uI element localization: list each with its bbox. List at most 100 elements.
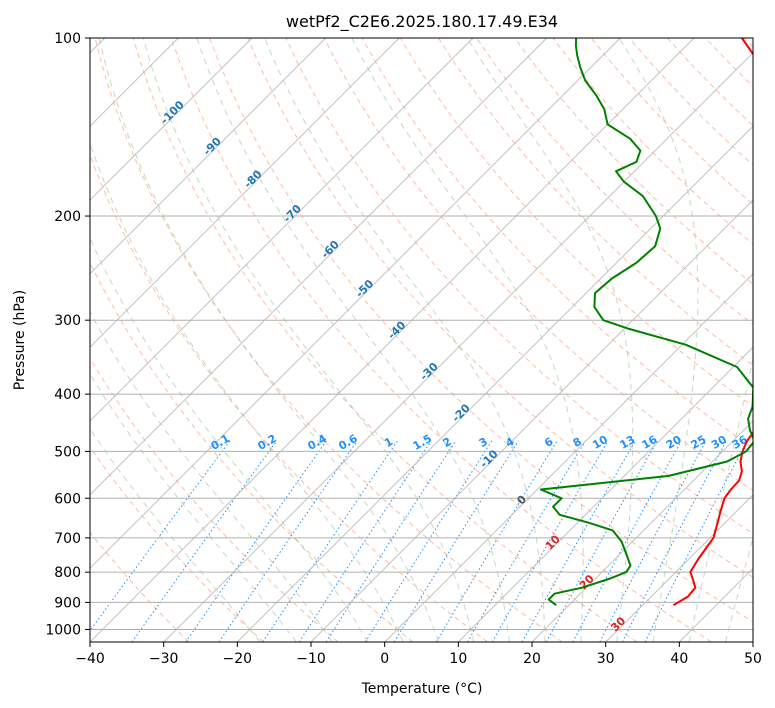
mixing-ratio-label: 10 (590, 433, 610, 452)
isotherm-line (90, 38, 695, 642)
mixing-ratio-label: 1.5 (411, 432, 434, 453)
moist-adiabat-line (98, 38, 439, 642)
moist-adiabat-line (618, 38, 699, 642)
y-tick-label: 300 (54, 313, 81, 329)
dry-adiabat-line (90, 446, 264, 642)
y-tick-label: 800 (54, 565, 81, 581)
isotherm-line (90, 38, 548, 496)
dry-adiabat-line (399, 38, 753, 408)
mixing-ratio-label: 16 (640, 433, 660, 452)
isotherm-label: -50 (353, 277, 376, 300)
moist-adiabat-line (264, 38, 546, 642)
y-tick-label: 1000 (45, 622, 81, 638)
mixing-ratio-line (393, 440, 519, 642)
mixing-ratio-label: 8 (571, 435, 584, 450)
mixing-ratio-label: 25 (689, 433, 709, 452)
isotherm-label: 20 (577, 572, 597, 592)
dry-adiabat-line (514, 38, 753, 285)
isotherm-line (163, 52, 753, 642)
x-tick-label: 20 (523, 651, 541, 667)
isotherm-label: -10 (477, 447, 500, 470)
y-tick-label: 200 (54, 209, 81, 225)
isotherm-line (752, 641, 753, 642)
mixing-ratio-line (545, 440, 658, 642)
y-tick-label: 400 (54, 387, 81, 403)
mixing-ratio-line (298, 440, 432, 642)
dewpoint-profile (539, 38, 753, 606)
moist-adiabat-line (90, 311, 333, 642)
profile-series (539, 38, 753, 607)
isotherm-line (678, 567, 753, 642)
moist-adiabat-line (90, 141, 404, 642)
plot-frame (89, 37, 754, 643)
mixing-ratio-line (90, 440, 231, 632)
mixing-ratio-label: 13 (618, 433, 638, 452)
mixing-ratio-line (491, 440, 609, 642)
x-tick-label: −20 (223, 651, 253, 667)
y-tick-label: 900 (54, 595, 81, 611)
moist-adiabat-line (142, 38, 475, 642)
dry-adiabat-line (247, 38, 753, 578)
mixing-ratio-line (325, 440, 457, 642)
isotherm-label: -70 (281, 202, 304, 225)
isotherm-line (90, 38, 474, 422)
isotherm-label: 40 (641, 655, 661, 675)
moist-adiabat-line (351, 38, 584, 642)
x-tick-label: 50 (744, 651, 762, 667)
mixing-ratio-line (262, 440, 399, 642)
isotherm-line (90, 38, 253, 201)
dry-adiabat-line (437, 38, 753, 366)
dry-adiabat-line (170, 38, 712, 642)
x-tick-label: 0 (380, 651, 389, 667)
mixing-ratio-line (218, 440, 358, 642)
mixing-ratio-label: 1 (382, 435, 395, 450)
y-axis: 100 200 300 400 500 600 700 800 900 1000 (45, 31, 90, 638)
mixing-ratio-line (364, 440, 493, 642)
isotherm-line (236, 125, 753, 642)
isotherm-label: 10 (543, 532, 563, 552)
dry-adiabat-line (705, 38, 753, 88)
dry-adiabat-line (590, 38, 753, 206)
mixing-ratio-line (521, 440, 636, 642)
dry-adiabat-line (743, 38, 753, 49)
dry-adiabat-line (90, 261, 414, 642)
mixing-ratio-label: 3 (477, 435, 490, 450)
mixing-ratio-line (644, 440, 748, 642)
grid-lines (90, 38, 753, 642)
temperature-profile (672, 38, 753, 607)
mixing-ratio-line (467, 440, 586, 642)
moist-adiabat-line (90, 427, 261, 642)
mixing-ratio-label: 30 (709, 433, 729, 452)
isotherm-line (384, 273, 753, 642)
y-axis-title: Pressure (hPa) (12, 290, 28, 390)
mixing-ratio-line (435, 440, 558, 642)
x-axis: −40 −30 −20 −10 0 10 20 30 40 50 (75, 642, 762, 667)
mixing-ratio-label: 0.4 (306, 432, 330, 453)
isotherm-label: 30 (608, 614, 628, 634)
moist-adiabat-line (90, 237, 369, 642)
dry-adiabat-line (552, 38, 753, 245)
x-tick-label: −40 (75, 651, 105, 667)
isotherm-line (90, 38, 327, 275)
isotherm-label: -20 (450, 401, 473, 424)
y-tick-label: 700 (54, 531, 81, 547)
isotherm-line (310, 199, 753, 642)
mixing-ratio-label: 20 (664, 433, 684, 452)
isotherm-line (531, 420, 753, 642)
isotherm-label: -80 (241, 167, 264, 190)
moist-adiabat-line (196, 38, 510, 642)
isotherm-line (605, 494, 753, 642)
isotherm-label: -40 (385, 318, 408, 341)
y-tick-label: 500 (54, 444, 81, 460)
dry-adiabat-line (132, 38, 638, 642)
dry-adiabat-line (285, 38, 753, 535)
dry-adiabat-line (90, 357, 339, 642)
chart-title: wetPf2_C2E6.2025.180.17.49.E34 (286, 12, 558, 32)
x-tick-label: −10 (296, 651, 326, 667)
isotherm-label: -90 (201, 135, 224, 158)
dry-adiabat-line (94, 38, 563, 642)
isotherm-line (90, 38, 621, 569)
moist-adiabat-line (90, 373, 297, 642)
isotherm-label: -100 (158, 98, 187, 127)
x-tick-label: 30 (597, 651, 615, 667)
